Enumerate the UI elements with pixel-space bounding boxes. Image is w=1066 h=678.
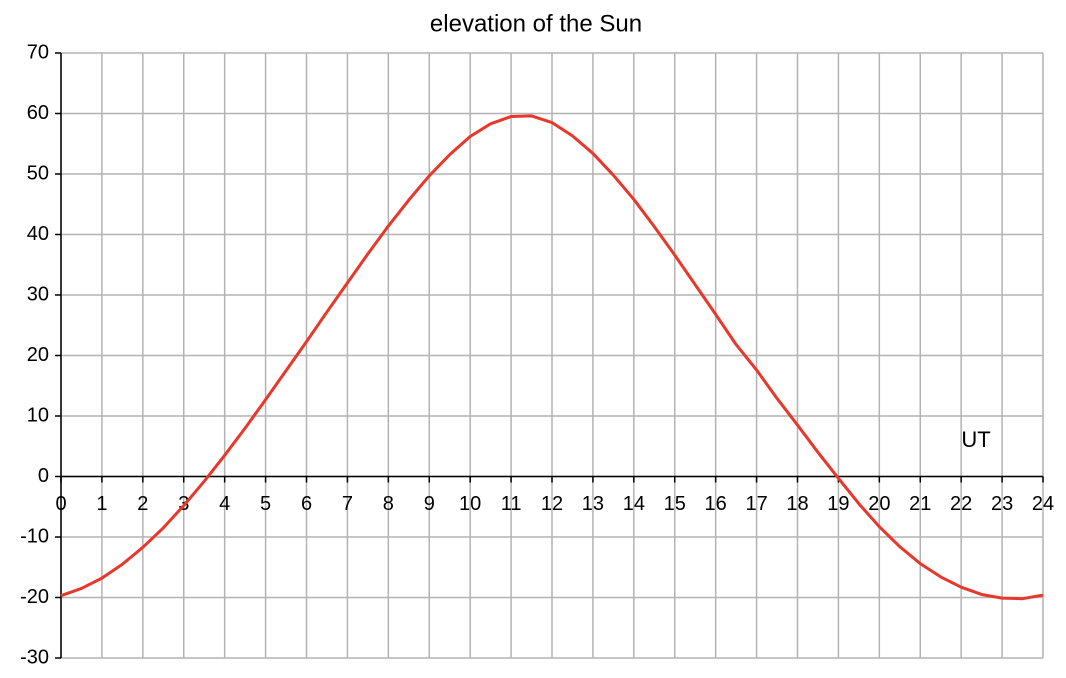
x-tick-label: 19 (827, 493, 849, 515)
y-tick-label: -30 (20, 646, 49, 668)
x-tick-label: 7 (342, 493, 353, 515)
x-tick-label: 14 (623, 493, 645, 515)
x-axis-label: UT (961, 427, 990, 452)
x-tick-label: 9 (424, 493, 435, 515)
y-tick-label: 30 (27, 283, 49, 305)
data-line (60, 114, 1044, 601)
x-tick-label: 12 (541, 493, 563, 515)
y-tick-label: -20 (20, 586, 49, 608)
y-tick-label: 60 (27, 102, 49, 124)
y-tick-label: 50 (27, 162, 49, 184)
x-tick-label: 1 (96, 493, 107, 515)
x-tick-label: 23 (991, 493, 1013, 515)
y-tick-label: 20 (27, 344, 49, 366)
x-tick-label: 10 (459, 493, 481, 515)
x-tick-label: 15 (664, 493, 686, 515)
x-tick-label: 11 (501, 493, 522, 515)
y-tick-label: -10 (20, 525, 49, 547)
y-tick-label: 40 (27, 223, 49, 245)
chart-title: elevation of the Sun (430, 10, 642, 37)
x-tick-label: 6 (301, 493, 312, 515)
x-tick-label: 20 (868, 493, 890, 515)
x-tick-label: 18 (786, 493, 808, 515)
x-tick-label: 0 (55, 493, 66, 515)
x-tick-label: 16 (705, 493, 727, 515)
x-tick-label: 17 (745, 493, 767, 515)
x-tick-label: 4 (219, 493, 230, 515)
y-tick-label: 0 (38, 465, 49, 487)
x-tick-label: 22 (950, 493, 972, 515)
x-tick-label: 13 (582, 493, 604, 515)
y-tick-label: 10 (27, 404, 49, 426)
x-tick-label: 24 (1032, 493, 1054, 515)
x-tick-label: 2 (137, 493, 148, 515)
y-tick-label: 70 (27, 41, 49, 63)
x-tick-label: 8 (383, 493, 394, 515)
x-tick-label: 5 (260, 493, 271, 515)
x-tick-label: 21 (909, 493, 931, 515)
